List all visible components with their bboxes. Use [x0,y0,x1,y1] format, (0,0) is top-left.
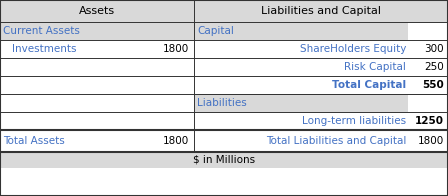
Bar [0,152,448,168]
Text: 1250: 1250 [415,116,444,126]
Bar [0,58,194,76]
Bar [194,22,408,40]
Bar [0,112,194,130]
Bar [194,94,408,112]
Text: Total Capital: Total Capital [332,80,406,90]
Text: 1800: 1800 [163,44,189,54]
Bar [0,40,194,58]
Bar [194,40,448,58]
Text: 1800: 1800 [418,136,444,146]
Text: ShareHolders Equity: ShareHolders Equity [300,44,406,54]
Text: Investments: Investments [12,44,77,54]
Bar [194,112,448,130]
Bar [194,76,448,94]
Text: Total Liabilities and Capital: Total Liabilities and Capital [266,136,406,146]
Text: 1800: 1800 [163,136,189,146]
Bar [194,130,448,152]
Text: 300: 300 [424,44,444,54]
Text: $ in Millions: $ in Millions [193,155,255,165]
Text: Assets: Assets [79,6,115,16]
Bar [408,22,448,40]
Bar [0,22,194,40]
Bar [0,76,194,94]
Bar [0,130,194,152]
Text: Liabilities: Liabilities [197,98,247,108]
Text: Current Assets: Current Assets [3,26,80,36]
Bar [408,94,448,112]
Text: Liabilities and Capital: Liabilities and Capital [261,6,381,16]
Text: 250: 250 [424,62,444,72]
Bar [0,0,194,22]
Text: Capital: Capital [197,26,234,36]
Text: Total Assets: Total Assets [3,136,65,146]
Bar [194,58,448,76]
Bar [0,94,194,112]
Text: 550: 550 [422,80,444,90]
Bar [194,0,448,22]
Text: Long-term liabilities: Long-term liabilities [302,116,406,126]
Text: Risk Capital: Risk Capital [344,62,406,72]
